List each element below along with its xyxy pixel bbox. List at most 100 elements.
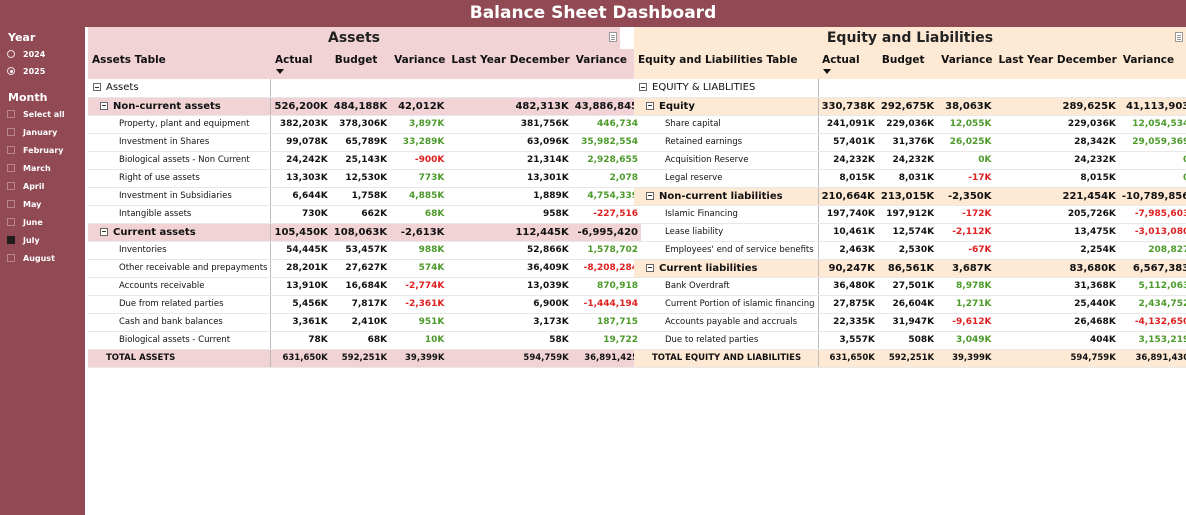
cell-value: 5,112,063 <box>1118 277 1186 296</box>
column-header[interactable]: Variance <box>1118 49 1186 79</box>
row-label: Legal reserve <box>634 169 819 188</box>
table-row: Due from related parties 5,456K 7,817K -2,3… <box>88 295 641 314</box>
cell-value: -2,774K <box>390 277 448 296</box>
checkbox-icon[interactable] <box>7 128 15 136</box>
row-label: Assets <box>88 79 272 98</box>
radio-button-icon[interactable] <box>7 67 15 75</box>
checkbox-icon[interactable] <box>7 236 15 244</box>
month-option[interactable]: July <box>7 233 40 247</box>
collapse-minus-icon[interactable] <box>639 83 647 92</box>
cell-value: 378,306K <box>330 115 391 134</box>
month-option[interactable]: April <box>7 179 44 193</box>
cell-value: 13,475K <box>994 223 1119 242</box>
row-label: Employees' end of service benefits <box>634 241 819 260</box>
cell-value: 404K <box>994 331 1119 350</box>
row-label-text: Share capital <box>665 119 721 129</box>
cell-value: -172K <box>937 205 995 224</box>
cell-value: 213,015K <box>877 187 938 206</box>
cell-value: 197,912K <box>877 205 938 224</box>
collapse-minus-icon[interactable] <box>646 191 654 200</box>
top-row: Assets <box>88 79 641 98</box>
checkbox-icon[interactable] <box>7 254 15 262</box>
collapse-minus-icon[interactable] <box>646 263 654 272</box>
cell-value: 3,153,219 <box>1118 331 1186 350</box>
column-header[interactable]: Last Year December <box>994 49 1119 79</box>
year-option[interactable]: 2024 <box>7 47 45 61</box>
cell-value: 0 <box>1118 151 1186 170</box>
column-header[interactable]: Last Year December <box>447 49 572 79</box>
cell-value: 58K <box>447 331 572 350</box>
row-label-text: Non-current assets <box>113 100 221 112</box>
cell-value: 68K <box>390 205 448 224</box>
row-label: Current assets <box>88 223 272 242</box>
year-slicer-title: Year <box>8 31 36 44</box>
table-row: Bank Overdraft 36,480K 27,501K 8,978K 31,368… <box>634 277 1186 296</box>
cell-value: 229,036K <box>877 115 938 134</box>
cell-value: 292,675K <box>877 97 938 116</box>
cell-value: 26,468K <box>994 313 1119 332</box>
month-option[interactable]: Select all <box>7 107 65 121</box>
row-label: Islamic Financing <box>634 205 819 224</box>
column-header[interactable]: Budget <box>330 49 391 79</box>
cell-value: 6,567,383 <box>1118 259 1186 278</box>
cell-value: 16,684K <box>330 277 391 296</box>
row-label: Accounts payable and accruals <box>634 313 819 332</box>
table-row: Investment in Subsidiaries 6,644K 1,758K 4,… <box>88 187 641 206</box>
cell-value: 86,561K <box>877 259 938 278</box>
month-option[interactable]: June <box>7 215 43 229</box>
cell-value: 27,627K <box>330 259 391 278</box>
cell-value: 2,254K <box>994 241 1119 260</box>
year-option[interactable]: 2025 <box>7 64 45 78</box>
checkbox-icon[interactable] <box>7 110 15 118</box>
table-row: Islamic Financing 197,740K 197,912K -172K 20… <box>634 205 1186 224</box>
export-data-icon[interactable] <box>1175 32 1183 42</box>
cell-value: -2,350K <box>937 187 995 206</box>
cell-value: 631,650K <box>818 349 878 368</box>
radio-button-icon[interactable] <box>7 50 15 58</box>
month-option[interactable]: August <box>7 251 55 265</box>
column-header[interactable]: Variance <box>390 49 448 79</box>
table-row: Employees' end of service benefits 2,463K… <box>634 241 1186 260</box>
column-header[interactable]: Actual <box>270 49 331 79</box>
cell-value: 43,886,845 <box>571 97 641 116</box>
cell-value: 10,461K <box>818 223 878 242</box>
column-header[interactable]: Variance <box>937 49 995 79</box>
checkbox-icon[interactable] <box>7 218 15 226</box>
column-header[interactable]: Actual <box>818 49 878 79</box>
collapse-minus-icon[interactable] <box>646 101 654 110</box>
month-option[interactable]: May <box>7 197 41 211</box>
column-header[interactable]: Equity and Liabilities Table <box>634 49 819 79</box>
cell-value: 42,012K <box>390 97 448 116</box>
checkbox-icon[interactable] <box>7 182 15 190</box>
month-option[interactable]: March <box>7 161 51 175</box>
column-header[interactable]: Budget <box>877 49 938 79</box>
month-option[interactable]: February <box>7 143 64 157</box>
cell-value: 25,440K <box>994 295 1119 314</box>
table-row: Inventories 54,445K 53,457K 988K 52,866K 1,57… <box>88 241 641 260</box>
year-option-label: 2025 <box>23 66 46 76</box>
cell-value: 988K <box>390 241 448 260</box>
cell-value: 27,875K <box>818 295 878 314</box>
month-option-label: January <box>23 127 58 137</box>
collapse-minus-icon[interactable] <box>100 227 108 236</box>
cell-value: 36,891,430 <box>1118 349 1186 368</box>
collapse-minus-icon[interactable] <box>93 83 101 92</box>
checkbox-icon[interactable] <box>7 146 15 154</box>
collapse-minus-icon[interactable] <box>100 101 108 110</box>
table-row: Investment in Shares 99,078K 65,789K 33,289… <box>88 133 641 152</box>
month-option[interactable]: January <box>7 125 57 139</box>
row-label: Non-current liabilities <box>634 187 819 206</box>
month-option-label: April <box>23 181 45 191</box>
export-data-icon[interactable] <box>609 32 617 42</box>
checkbox-icon[interactable] <box>7 200 15 208</box>
column-header[interactable]: Assets Table <box>88 49 271 79</box>
cell-value: 13,301K <box>447 169 572 188</box>
checkbox-icon[interactable] <box>7 164 15 172</box>
cell-value: 26,025K <box>937 133 995 152</box>
cell-value: 8,015K <box>818 169 878 188</box>
cell-value: 39,399K <box>937 349 995 368</box>
column-header[interactable]: Variance <box>571 49 641 79</box>
cell-value: 12,054,534 <box>1118 115 1186 134</box>
year-option-label: 2024 <box>23 49 46 59</box>
